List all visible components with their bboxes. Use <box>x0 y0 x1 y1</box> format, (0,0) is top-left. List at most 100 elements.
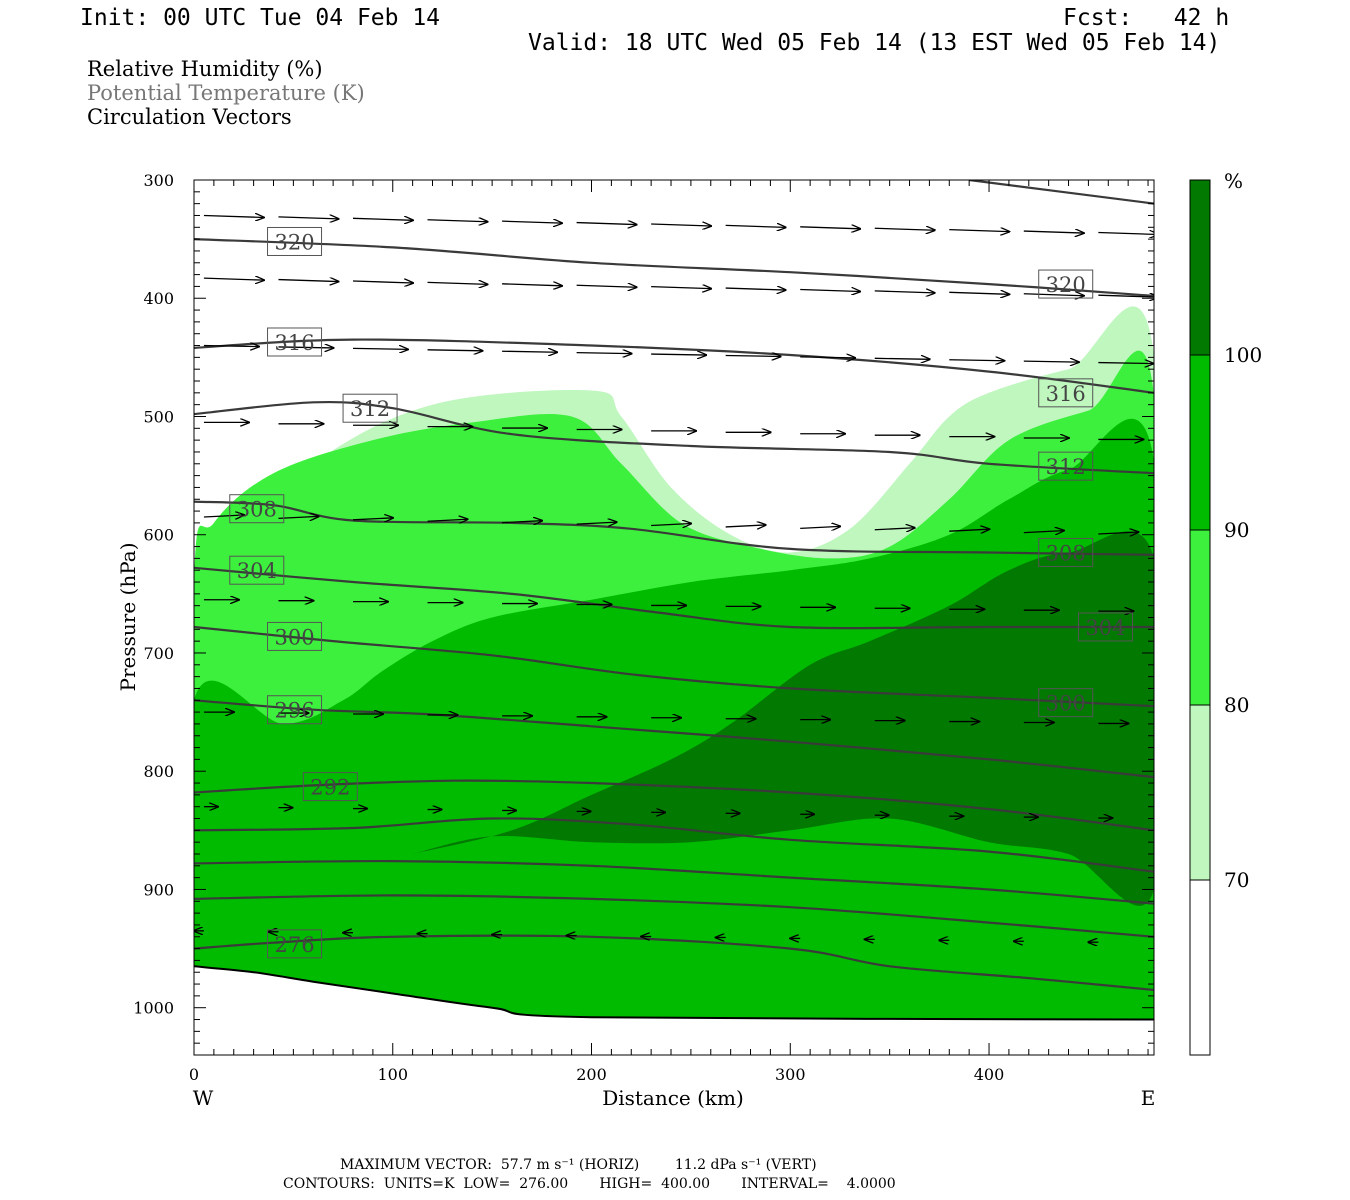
y-tick-label: 900 <box>143 880 174 899</box>
circulation-vector <box>651 354 706 355</box>
colorbar-segment <box>1190 880 1210 1055</box>
circulation-vector <box>949 292 1009 294</box>
circulation-vector <box>800 357 855 358</box>
legend-relative-humidity: Relative Humidity (%) <box>87 57 323 81</box>
contour-label-312: 312 <box>1046 455 1086 479</box>
theta-contour-284 <box>194 859 1154 905</box>
circulation-vector <box>1098 233 1154 235</box>
contour-label-box <box>267 621 323 651</box>
contour-label-308: 308 <box>237 498 277 522</box>
forecast-hour: Fcst: 42 h <box>1063 5 1230 31</box>
terrain-line <box>194 965 1154 1021</box>
colorbar-tick-label: 100 <box>1224 343 1262 367</box>
circulation-vector <box>1098 363 1153 364</box>
circulation-vector <box>576 522 617 524</box>
contour-info-note: CONTOURS: UNITS=K LOW= 276.00 HIGH= 400.… <box>283 1176 896 1192</box>
circulation-vector <box>278 280 338 282</box>
circulation-vector <box>1098 295 1154 297</box>
circulation-vector <box>651 224 711 226</box>
legend-potential-temperature: Potential Temperature (K) <box>87 81 365 105</box>
circulation-vector <box>502 221 562 223</box>
circulation-vector <box>502 351 557 352</box>
circulation-vector <box>874 528 915 530</box>
y-tick-label: 700 <box>143 644 174 663</box>
theta-contour-320 <box>194 238 1154 297</box>
contour-label-box <box>1038 537 1094 567</box>
circulation-vector <box>203 215 264 217</box>
circulation-vector <box>800 526 840 528</box>
contour-label-box <box>342 393 398 423</box>
contour-label-box <box>1077 612 1133 642</box>
colorbar-frame <box>1189 179 1211 1056</box>
max-vector-note: MAXIMUM VECTOR: 57.7 m s⁻¹ (HORIZ) 11.2 … <box>340 1157 817 1173</box>
contour-label-300: 300 <box>1046 692 1086 716</box>
circulation-vector <box>800 227 860 229</box>
circulation-vector <box>1098 532 1138 534</box>
axes: 0 100 200 300 400 300 400 500 600 700 800 900 1000 <box>133 171 1154 1084</box>
circulation-vector <box>352 281 413 283</box>
contour-label-box <box>302 772 358 802</box>
circulation-vector <box>203 515 244 517</box>
theta-contours <box>194 180 1154 992</box>
contour-label-276: 276 <box>274 933 314 957</box>
circulation-vector <box>725 288 786 290</box>
circulation-vector <box>1023 231 1084 233</box>
theta-contour-312 <box>194 400 1154 475</box>
theta-contour-unlabeled <box>969 180 1154 205</box>
circulation-vector <box>1023 531 1064 533</box>
contour-label-box <box>1038 378 1094 408</box>
colorbar-segment <box>1190 180 1210 355</box>
colorbar-segment <box>1190 530 1210 705</box>
contour-label-300: 300 <box>274 625 314 649</box>
theta-contour-280 <box>194 894 1154 938</box>
theta-contour-316 <box>194 338 1154 394</box>
theta-contour-296 <box>194 699 1154 779</box>
circulation-vector <box>352 518 393 520</box>
contour-labels: 276 292 296 300 300 304 304 308 308 312 312 316 316 3… <box>229 226 1133 959</box>
circulation-vector <box>352 348 408 349</box>
colorbar-tick-label: 80 <box>1224 693 1249 717</box>
contour-label-box <box>229 494 285 524</box>
circulation-vector <box>427 282 488 284</box>
theta-contour-288 <box>194 817 1154 873</box>
colorbar-unit: % <box>1224 169 1243 193</box>
legend-circulation-vectors: Circulation Vectors <box>87 105 292 129</box>
x-tick-label: 200 <box>576 1065 607 1084</box>
circulation-vector <box>651 524 691 526</box>
contour-label-304: 304 <box>237 559 277 583</box>
contour-label-308: 308 <box>1046 541 1086 565</box>
circulation-vector <box>427 350 483 351</box>
circulation-vector <box>725 225 786 227</box>
circulation-vector <box>278 516 318 518</box>
theta-contour-292 <box>194 779 1154 832</box>
circulation-vector <box>725 525 766 527</box>
terrain-mask <box>194 965 1154 1055</box>
contour-label-box <box>1038 688 1094 718</box>
circulation-vector <box>352 218 413 220</box>
contour-label-box <box>267 226 323 256</box>
contour-label-316: 316 <box>1046 382 1086 406</box>
colorbar-tick-label: 90 <box>1224 518 1249 542</box>
theta-contour-300 <box>194 625 1154 708</box>
colorbar-segment <box>1190 705 1210 880</box>
contour-label-316: 316 <box>274 331 314 355</box>
contour-label-box <box>267 327 323 357</box>
circulation-vector <box>576 353 632 354</box>
circulation-vector <box>576 223 637 225</box>
circulation-vector <box>427 519 468 521</box>
contour-label-box <box>1038 451 1094 481</box>
circulation-vector <box>278 217 338 219</box>
circulation-vector <box>203 278 264 280</box>
y-axis-label: Pressure (hPa) <box>116 543 140 692</box>
circulation-vector <box>874 291 935 293</box>
circulation-vector <box>502 521 542 523</box>
valid-time: Valid: 18 UTC Wed 05 Feb 14 (13 EST Wed … <box>528 30 1221 56</box>
circulation-vector <box>949 529 989 531</box>
circulation-vector <box>427 220 488 222</box>
theta-contour-308 <box>194 500 1154 556</box>
x-axis-east-label: E <box>1141 1086 1156 1110</box>
contour-label-304: 304 <box>1085 616 1125 640</box>
init-time: Init: 00 UTC Tue 04 Feb 14 <box>80 5 441 31</box>
circulation-vector <box>278 347 333 348</box>
theta-contour-304 <box>194 566 1154 630</box>
